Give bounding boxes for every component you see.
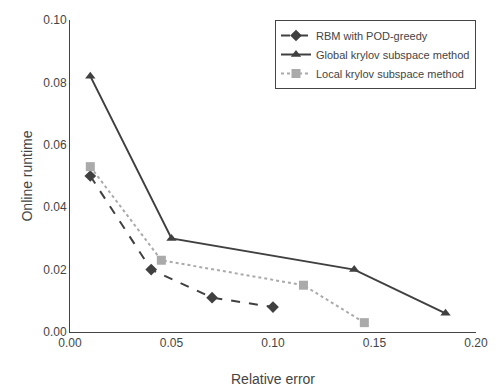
- svg-text:Online runtime: Online runtime: [19, 130, 35, 221]
- svg-text:0.00: 0.00: [43, 325, 67, 339]
- svg-text:0.08: 0.08: [43, 76, 67, 90]
- svg-text:RBM with POD-greedy: RBM with POD-greedy: [316, 30, 428, 42]
- svg-text:0.06: 0.06: [43, 138, 67, 152]
- svg-text:0.02: 0.02: [43, 263, 67, 277]
- svg-text:Global krylov subspace method: Global krylov subspace method: [316, 49, 469, 61]
- svg-text:0.04: 0.04: [43, 200, 67, 214]
- svg-text:0.20: 0.20: [464, 336, 488, 350]
- svg-text:0.10: 0.10: [261, 336, 285, 350]
- svg-text:0.15: 0.15: [363, 336, 387, 350]
- svg-text:0.10: 0.10: [43, 13, 67, 27]
- svg-text:0.05: 0.05: [160, 336, 184, 350]
- svg-text:Local krylov subspace method: Local krylov subspace method: [316, 68, 464, 80]
- svg-text:0.00: 0.00: [58, 336, 82, 350]
- svg-text:Relative error: Relative error: [231, 371, 315, 387]
